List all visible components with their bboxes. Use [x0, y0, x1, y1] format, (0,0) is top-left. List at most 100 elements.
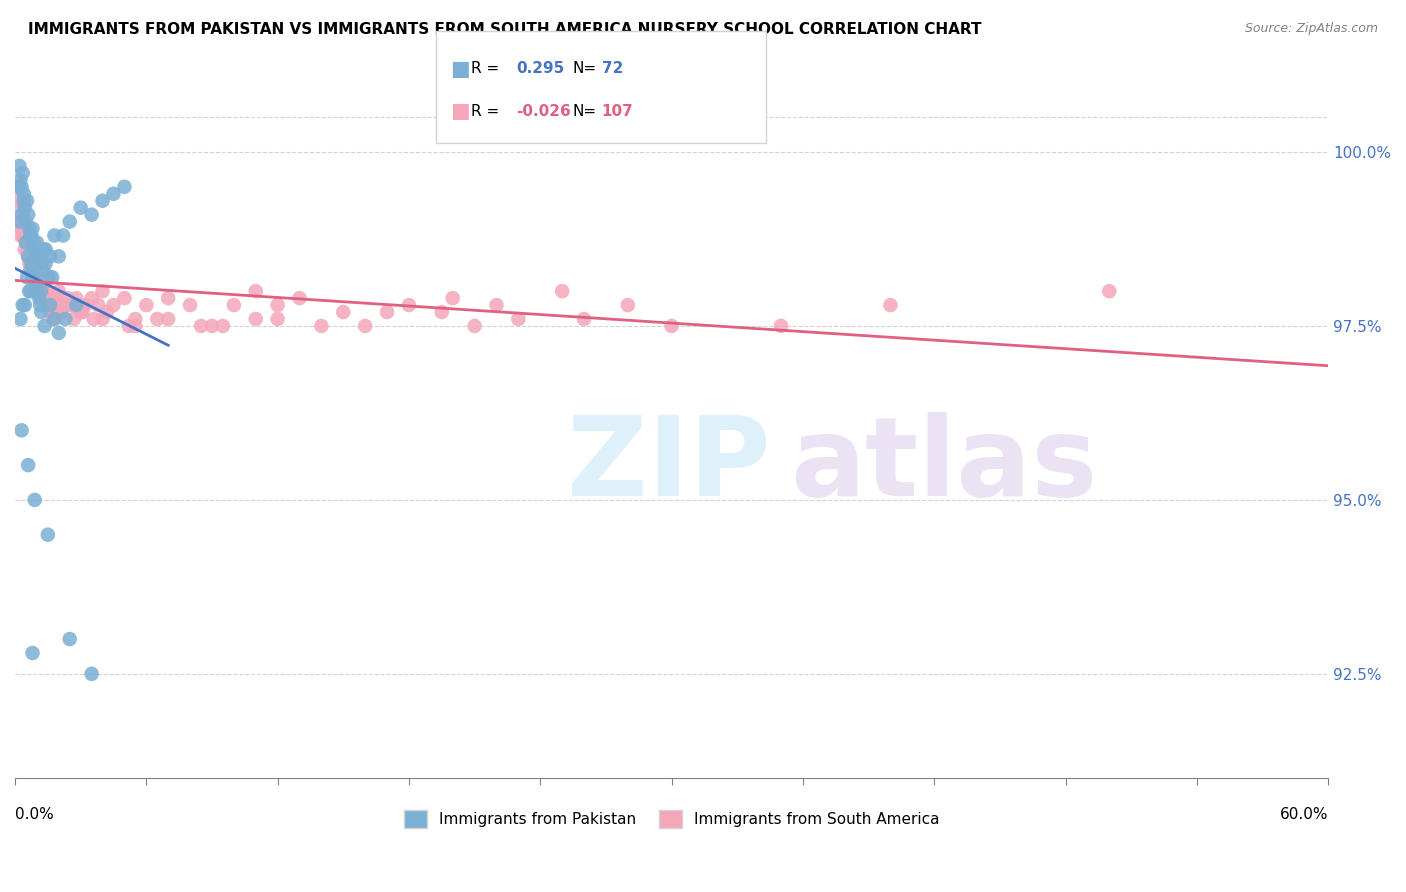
Point — [25, 235, 48, 250]
Point — [11, 228, 34, 243]
Point — [15, 194, 38, 208]
Point — [25, 270, 48, 285]
Point — [266, 298, 288, 312]
Text: Source: ZipAtlas.com: Source: ZipAtlas.com — [1244, 22, 1378, 36]
Point — [65, 298, 87, 312]
Point — [118, 318, 141, 333]
Point — [10, 312, 32, 326]
Point — [91, 312, 114, 326]
Point — [14, 298, 37, 312]
Point — [24, 492, 46, 507]
Point — [80, 291, 103, 305]
Point — [39, 298, 62, 312]
Text: N=: N= — [572, 104, 596, 119]
Point — [28, 277, 51, 292]
Point — [13, 186, 35, 201]
Point — [44, 291, 66, 305]
Point — [34, 291, 56, 305]
Point — [266, 312, 288, 326]
Point — [37, 527, 59, 541]
Point — [311, 318, 333, 333]
Point — [32, 243, 55, 257]
Point — [15, 235, 38, 250]
Point — [30, 256, 52, 270]
Point — [45, 298, 67, 312]
Point — [21, 221, 44, 235]
Point — [22, 270, 45, 285]
Point — [83, 312, 105, 326]
Text: -0.026: -0.026 — [516, 104, 571, 119]
Point — [879, 298, 901, 312]
Point — [157, 312, 180, 326]
Point — [146, 312, 169, 326]
Point — [375, 305, 398, 319]
Point — [91, 194, 114, 208]
Point — [398, 298, 420, 312]
Point — [661, 318, 683, 333]
Point — [30, 284, 52, 298]
Point — [8, 201, 31, 215]
Point — [508, 312, 530, 326]
Point — [20, 249, 42, 263]
Point — [245, 284, 267, 298]
Point — [39, 305, 62, 319]
Point — [14, 221, 37, 235]
Point — [18, 249, 41, 263]
Point — [103, 186, 125, 201]
Point — [572, 312, 595, 326]
Point — [72, 305, 94, 319]
Point — [11, 214, 34, 228]
Point — [769, 318, 792, 333]
Point — [21, 270, 44, 285]
Point — [441, 291, 464, 305]
Point — [24, 263, 46, 277]
Point — [22, 263, 45, 277]
Point — [464, 318, 486, 333]
Point — [20, 249, 42, 263]
Point — [35, 284, 58, 298]
Point — [63, 312, 86, 326]
Point — [60, 298, 83, 312]
Point — [27, 284, 49, 298]
Point — [30, 284, 52, 298]
Point — [15, 243, 38, 257]
Text: 60.0%: 60.0% — [1279, 806, 1329, 822]
Point — [14, 214, 37, 228]
Point — [21, 256, 44, 270]
Point — [32, 284, 55, 298]
Point — [30, 277, 52, 292]
Point — [20, 284, 42, 298]
Point — [48, 326, 70, 340]
Point — [44, 298, 66, 312]
Point — [288, 291, 311, 305]
Point — [15, 270, 38, 285]
Point — [37, 270, 59, 285]
Point — [21, 646, 44, 660]
Point — [24, 277, 46, 292]
Point — [56, 291, 79, 305]
Point — [28, 291, 51, 305]
Point — [37, 291, 59, 305]
Point — [41, 270, 63, 285]
Text: ■: ■ — [450, 59, 470, 78]
Point — [38, 298, 60, 312]
Point — [44, 312, 66, 326]
Point — [96, 305, 118, 319]
Point — [10, 179, 32, 194]
Point — [17, 249, 39, 263]
Point — [91, 284, 114, 298]
Point — [30, 256, 52, 270]
Point — [34, 298, 56, 312]
Point — [69, 201, 91, 215]
Point — [53, 312, 76, 326]
Point — [212, 318, 235, 333]
Point — [59, 632, 82, 646]
Point — [124, 318, 146, 333]
Point — [112, 291, 135, 305]
Point — [13, 221, 35, 235]
Point — [24, 263, 46, 277]
Point — [39, 270, 62, 285]
Point — [69, 305, 91, 319]
Point — [34, 256, 56, 270]
Point — [22, 235, 45, 250]
